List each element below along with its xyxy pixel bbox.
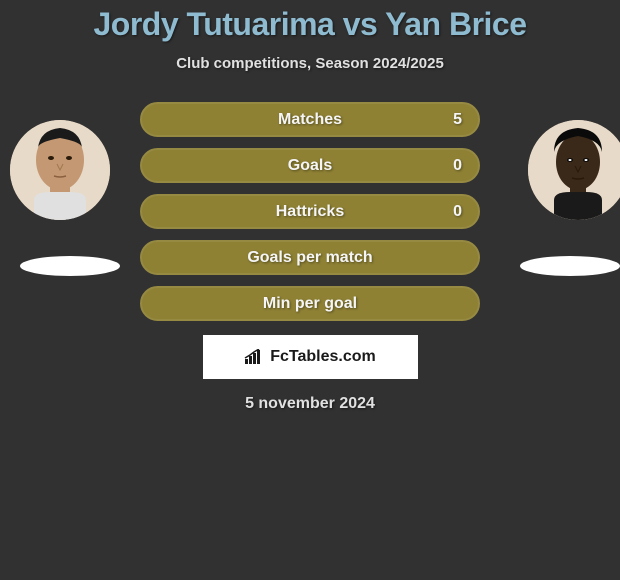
stat-row: Goals 0 <box>140 148 480 183</box>
stat-value: 0 <box>453 203 462 221</box>
ellipse-right <box>520 256 620 276</box>
stat-row: Min per goal <box>140 286 480 321</box>
stat-label: Matches <box>278 111 342 129</box>
avatar-right-svg <box>528 120 620 220</box>
brand-text: FcTables.com <box>270 348 376 366</box>
page-subtitle: Club competitions, Season 2024/2025 <box>176 55 444 72</box>
stat-label: Min per goal <box>263 295 357 313</box>
ellipse-left <box>20 256 120 276</box>
chart-icon <box>244 349 264 365</box>
footer-date: 5 november 2024 <box>0 395 620 413</box>
stats-list: Matches 5 Goals 0 Hattricks 0 Goals per … <box>140 102 480 321</box>
stat-row: Goals per match <box>140 240 480 275</box>
stat-label: Hattricks <box>276 203 344 221</box>
brand-box[interactable]: FcTables.com <box>203 335 418 379</box>
stat-value: 5 <box>453 111 462 129</box>
main-container: Jordy Tutuarima vs Yan Brice Club compet… <box>0 0 620 580</box>
player-avatar-right <box>528 120 620 220</box>
stat-row: Hattricks 0 <box>140 194 480 229</box>
content-area: Matches 5 Goals 0 Hattricks 0 Goals per … <box>0 102 620 413</box>
stat-row: Matches 5 <box>140 102 480 137</box>
stat-label: Goals <box>288 157 332 175</box>
stat-label: Goals per match <box>247 249 372 267</box>
avatar-left-svg <box>10 120 110 220</box>
page-title: Jordy Tutuarima vs Yan Brice <box>84 6 537 43</box>
stat-value: 0 <box>453 157 462 175</box>
player-avatar-left <box>10 120 110 220</box>
